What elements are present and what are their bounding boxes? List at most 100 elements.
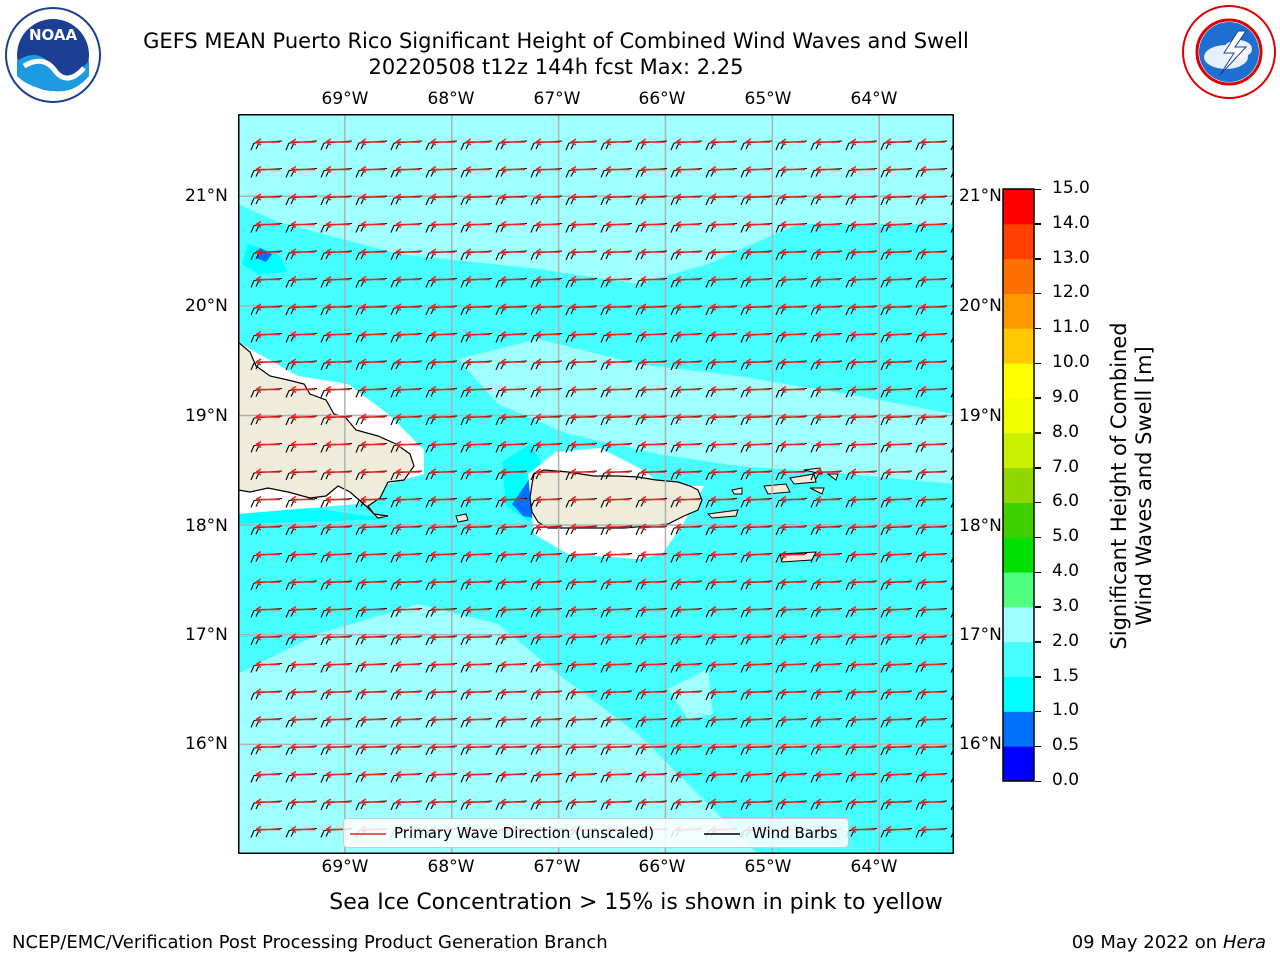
wave-direction-arrow <box>290 660 315 669</box>
wind-barb <box>460 523 493 536</box>
wave-direction-arrow <box>605 715 630 724</box>
wind-barb <box>355 770 388 783</box>
wind-barb <box>320 248 353 261</box>
wind-barb <box>355 660 388 673</box>
wind-barb <box>635 798 668 811</box>
wave-direction-arrow <box>605 330 630 339</box>
wind-barb <box>495 633 528 646</box>
wave-direction-arrow <box>675 413 700 421</box>
wave-direction-arrow <box>535 688 560 696</box>
wind-barb <box>460 220 493 233</box>
wave-direction-arrow <box>430 495 455 504</box>
wave-direction-arrow <box>675 165 700 174</box>
wind-barb <box>915 413 948 426</box>
wave-direction-arrow <box>745 248 770 256</box>
wave-direction-arrow <box>710 468 735 476</box>
wave-direction-arrow <box>745 688 770 696</box>
wind-barb <box>635 550 668 563</box>
wind-barb <box>390 715 423 728</box>
wind-barb <box>915 385 948 398</box>
wind-barb <box>320 220 353 233</box>
wind-barb <box>320 303 353 316</box>
wave-direction-arrow <box>850 440 875 449</box>
wind-barb <box>600 495 633 508</box>
colorbar-segment <box>1003 502 1034 538</box>
wind-barb <box>635 413 668 426</box>
map-gridlines <box>238 114 954 854</box>
wave-direction-arrow <box>255 385 280 394</box>
wave-direction-arrow <box>885 275 910 284</box>
wave-direction-arrow <box>780 798 805 806</box>
wave-direction-arrow <box>710 330 735 339</box>
wave-direction-arrow <box>780 523 805 531</box>
wave-direction-arrow <box>360 385 385 394</box>
wave-direction-arrow <box>885 660 910 669</box>
wave-direction-arrow <box>430 248 455 256</box>
wind-barb <box>635 440 668 453</box>
wind-barb <box>250 495 283 508</box>
wind-barb <box>880 385 913 398</box>
wave-direction-arrow <box>395 385 420 394</box>
wave-direction-arrow <box>395 743 420 751</box>
wind-barb <box>775 440 808 453</box>
wave-direction-arrow <box>430 385 455 394</box>
wave-direction-arrow <box>290 495 315 504</box>
wave-direction-arrow <box>640 578 665 586</box>
wave-direction-arrow <box>710 138 735 146</box>
wave-direction-arrow <box>780 358 805 366</box>
wind-barb <box>670 165 703 178</box>
wave-direction-arrow <box>395 798 420 806</box>
wave-direction-arrow <box>255 605 280 614</box>
wave-direction-arrow <box>675 220 700 229</box>
wave-direction-arrow <box>885 165 910 174</box>
wave-direction-arrow <box>535 633 560 641</box>
wind-barb <box>845 523 878 536</box>
wind-barb <box>915 633 948 646</box>
wind-barb <box>565 413 598 426</box>
wave-direction-arrow <box>710 275 735 284</box>
colorbar-tick-mark <box>1035 676 1041 678</box>
colorbar-tick-mark <box>1035 745 1041 748</box>
wave-direction-arrow <box>850 825 875 834</box>
wave-direction-arrow <box>465 275 490 284</box>
wind-barb <box>285 523 318 536</box>
wind-barb <box>600 220 633 233</box>
lon-label-top: 66°W <box>638 89 686 109</box>
wind-barb <box>600 770 633 783</box>
wave-direction-arrow <box>675 495 700 504</box>
wind-barb <box>880 688 913 701</box>
wind-barb <box>355 688 388 701</box>
wind-barb <box>250 220 283 233</box>
lat-label-right: 17°N <box>959 625 1002 645</box>
wind-barb <box>355 303 388 316</box>
wind-barb <box>635 578 668 591</box>
wave-direction-arrow <box>395 220 420 229</box>
wave-direction-arrow <box>255 825 280 834</box>
colorbar-tick-mark <box>1035 223 1041 225</box>
wind-barb <box>600 248 633 261</box>
wave-direction-arrow <box>395 688 420 696</box>
wind-barb <box>740 303 773 316</box>
wave-direction-arrow <box>640 165 665 174</box>
wave-direction-arrow <box>430 330 455 339</box>
wave-direction-arrow <box>710 633 735 641</box>
wind-barb <box>250 578 283 591</box>
wave-direction-arrow <box>570 193 595 201</box>
wave-direction-arrow <box>430 578 455 586</box>
wind-barb <box>530 413 563 426</box>
wave-direction-arrow <box>430 798 455 806</box>
wave-direction-arrow <box>325 468 350 476</box>
wind-barb <box>670 660 703 673</box>
wave-direction-arrow <box>675 248 700 256</box>
wind-barb <box>670 715 703 728</box>
wave-direction-arrow <box>920 633 945 641</box>
wind-barb <box>565 523 598 536</box>
wave-direction-arrow <box>675 523 700 531</box>
wind-barb <box>705 220 738 233</box>
wave-direction-arrow <box>465 550 490 559</box>
wave-direction-arrow <box>780 605 805 614</box>
colorbar-tick-label: 13.0 <box>1052 247 1090 268</box>
wave-direction-arrow <box>710 495 735 504</box>
wind-barb <box>635 385 668 398</box>
lat-label-right: 16°N <box>959 734 1002 754</box>
